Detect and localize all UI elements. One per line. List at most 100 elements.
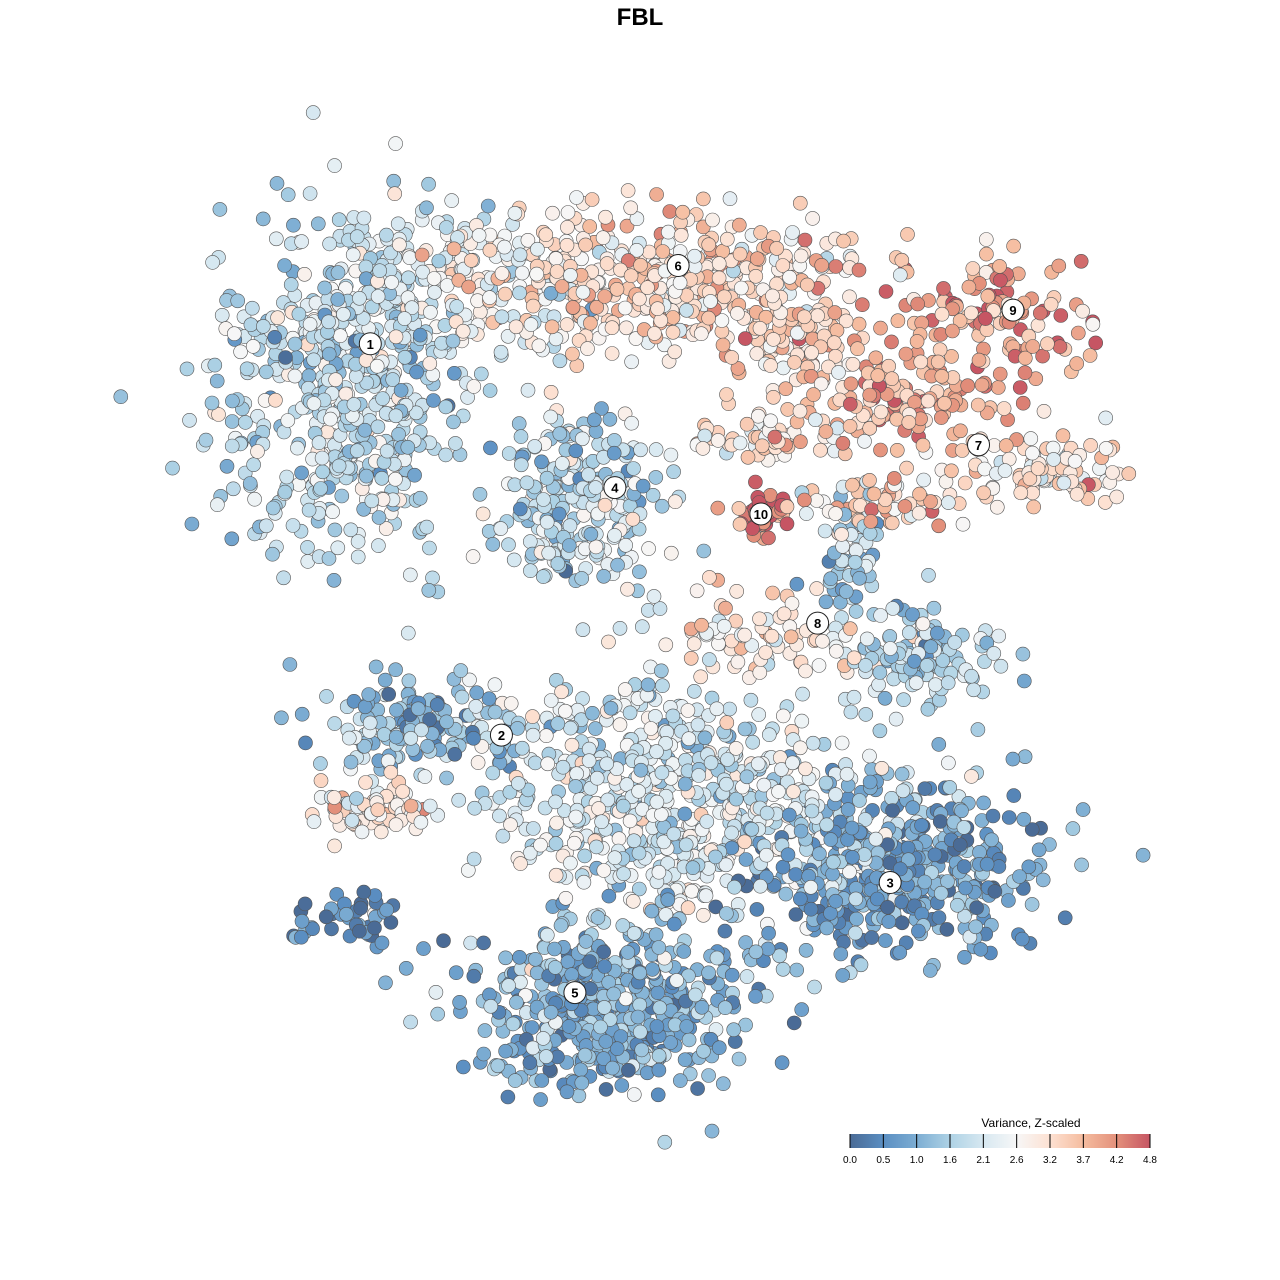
- cluster-label-badge: [1001, 298, 1025, 322]
- cluster-label-text: 5: [571, 986, 578, 1001]
- data-point: [720, 752, 735, 767]
- data-point: [944, 349, 959, 364]
- data-point: [373, 824, 389, 840]
- data-point: [357, 738, 372, 754]
- data-point: [343, 522, 359, 538]
- data-point: [905, 800, 921, 816]
- data-point: [431, 253, 447, 269]
- data-point: [569, 766, 585, 782]
- data-point: [622, 705, 638, 721]
- data-point: [845, 356, 861, 372]
- data-point: [646, 589, 662, 604]
- data-point: [569, 190, 584, 205]
- data-point: [422, 712, 437, 727]
- data-point: [334, 488, 350, 504]
- data-point: [352, 290, 367, 306]
- data-point: [514, 265, 530, 281]
- data-point: [669, 973, 685, 988]
- data-point: [731, 501, 747, 516]
- cluster-label-8: 8: [806, 611, 830, 635]
- data-point: [596, 568, 612, 584]
- cluster-labels: 1 2 3 4 5 6 7 8 9 10: [358, 254, 1025, 1005]
- data-point: [543, 693, 559, 708]
- data-point: [697, 428, 713, 444]
- data-point: [493, 344, 509, 360]
- data-point: [574, 431, 590, 447]
- data-point: [600, 792, 616, 808]
- data-point: [631, 783, 646, 799]
- data-point: [358, 775, 373, 790]
- legend-title: Variance, Z-scaled: [981, 1116, 1080, 1130]
- data-point: [282, 657, 298, 672]
- data-point: [397, 349, 413, 365]
- data-point: [485, 536, 501, 552]
- data-point: [665, 708, 681, 724]
- data-point: [813, 376, 829, 392]
- data-point: [978, 311, 993, 326]
- data-point: [506, 552, 522, 568]
- data-point: [774, 1055, 790, 1070]
- data-point: [233, 344, 248, 360]
- data-point: [758, 645, 773, 660]
- data-point: [402, 250, 418, 266]
- cluster-label-2: 2: [489, 723, 513, 747]
- data-point: [798, 761, 813, 777]
- data-point: [857, 847, 872, 862]
- data-point: [788, 867, 803, 882]
- data-point: [212, 202, 228, 217]
- data-point: [794, 1002, 810, 1017]
- cluster-label-text: 1: [367, 337, 374, 352]
- data-point: [626, 461, 641, 476]
- data-point: [558, 890, 574, 906]
- data-point: [574, 1075, 590, 1091]
- data-point: [724, 967, 740, 983]
- data-point: [294, 465, 309, 481]
- data-point: [858, 658, 873, 673]
- data-point: [165, 460, 180, 476]
- data-point: [298, 735, 313, 751]
- data-point: [455, 323, 471, 339]
- data-point: [858, 707, 874, 722]
- data-point: [916, 472, 932, 488]
- data-point: [1012, 869, 1027, 884]
- data-point: [705, 212, 720, 228]
- data-point: [426, 271, 442, 286]
- data-point: [775, 961, 791, 977]
- data-point: [1098, 441, 1114, 456]
- data-point: [588, 480, 603, 495]
- data-point: [726, 1022, 742, 1037]
- data-point: [533, 1092, 548, 1107]
- data-point: [349, 443, 365, 459]
- data-point: [878, 933, 893, 948]
- data-point: [895, 783, 911, 799]
- data-point: [606, 986, 622, 1002]
- data-point: [862, 387, 878, 403]
- data-point: [689, 583, 705, 599]
- data-point: [980, 288, 996, 304]
- data-point: [748, 268, 764, 284]
- data-point: [626, 925, 642, 941]
- data-point: [224, 414, 240, 429]
- cluster-label-badge: [563, 981, 587, 1005]
- data-point: [797, 232, 813, 248]
- data-point: [323, 411, 338, 427]
- data-point: [548, 836, 564, 851]
- data-point: [534, 1073, 550, 1088]
- data-point: [548, 251, 564, 266]
- data-point: [781, 807, 797, 823]
- data-point: [763, 358, 778, 373]
- cluster-label-text: 10: [754, 507, 768, 522]
- data-point: [463, 935, 479, 951]
- data-point: [877, 690, 893, 706]
- data-point: [204, 395, 220, 411]
- data-point: [819, 817, 835, 833]
- data-point: [811, 658, 827, 673]
- data-point: [511, 416, 527, 431]
- data-point: [976, 795, 991, 811]
- data-point: [763, 413, 778, 429]
- data-point: [1018, 350, 1033, 366]
- data-point: [696, 1044, 711, 1059]
- data-point: [685, 860, 701, 876]
- data-point: [1046, 452, 1061, 467]
